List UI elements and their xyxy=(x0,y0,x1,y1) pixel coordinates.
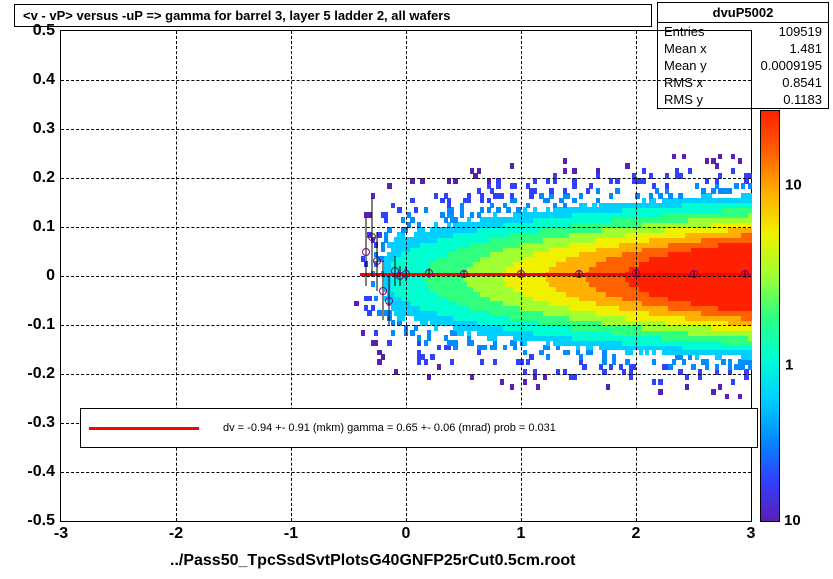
data-marker xyxy=(575,270,583,278)
data-marker xyxy=(379,287,387,295)
data-marker xyxy=(741,270,749,278)
ytick-label: 0.2 xyxy=(33,169,61,187)
ytick-label: -0.3 xyxy=(27,414,61,432)
ytick-label: 0.3 xyxy=(33,120,61,138)
colorbar-label: 10 xyxy=(779,176,802,193)
xtick-label: -2 xyxy=(169,521,183,543)
data-marker xyxy=(517,270,525,278)
xtick-label: 0 xyxy=(402,521,411,543)
legend-line xyxy=(89,427,199,430)
xtick-label: 2 xyxy=(632,521,641,543)
stats-name: dvuP5002 xyxy=(658,3,828,23)
data-marker xyxy=(368,233,376,241)
data-marker xyxy=(690,270,698,278)
footer-path: ../Pass50_TpcSsdSvtPlotsG40GNFP25rCut0.5… xyxy=(170,552,575,570)
xtick-label: 3 xyxy=(747,521,756,543)
data-marker xyxy=(402,270,410,278)
xtick-label: -1 xyxy=(284,521,298,543)
plot-area: -0.5-0.4-0.3-0.2-0.100.10.20.30.40.5-3-2… xyxy=(60,30,752,522)
ytick-label: -0.1 xyxy=(27,316,61,334)
ytick-label: 0.4 xyxy=(33,71,61,89)
ytick-label: 0.1 xyxy=(33,218,61,236)
xtick-label: 1 xyxy=(517,521,526,543)
plot-title: <v - vP> versus -uP => gamma for barrel … xyxy=(14,4,652,27)
data-marker xyxy=(385,297,393,305)
ytick-label: -0.2 xyxy=(27,365,61,383)
legend-text: dv = -0.94 +- 0.91 (mkm) gamma = 0.65 +-… xyxy=(223,422,556,434)
data-marker xyxy=(632,269,640,277)
fit-legend: dv = -0.94 +- 0.91 (mkm) gamma = 0.65 +-… xyxy=(80,408,758,448)
ytick-label: 0.5 xyxy=(33,22,61,40)
data-marker xyxy=(460,270,468,278)
xtick-label: -3 xyxy=(54,521,68,543)
data-marker xyxy=(362,248,370,256)
colorbar-label: 10 xyxy=(784,512,801,529)
ytick-label: -0.4 xyxy=(27,463,61,481)
colorbar-label: 1 xyxy=(779,357,793,374)
data-marker xyxy=(373,257,381,265)
ytick-label: 0 xyxy=(46,267,61,285)
data-marker xyxy=(425,269,433,277)
colorbar: 101 xyxy=(760,110,780,522)
